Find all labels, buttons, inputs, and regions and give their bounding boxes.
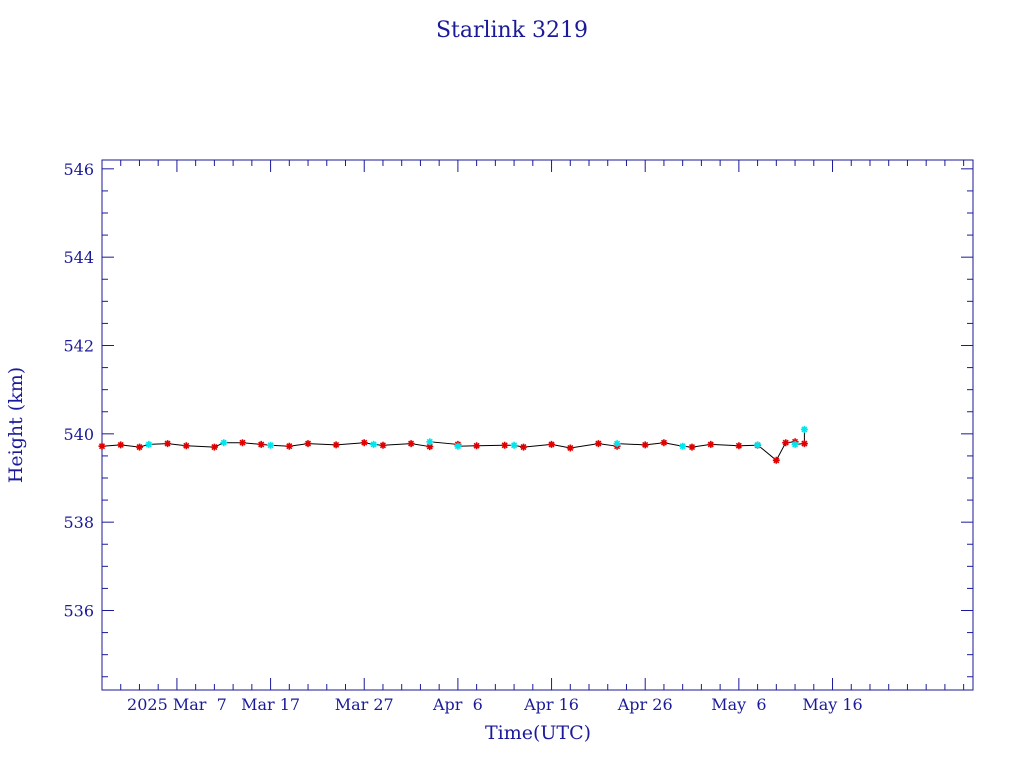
x-axis-ticks bbox=[101, 160, 965, 690]
red-star-point bbox=[164, 440, 172, 448]
plot-frame bbox=[101, 159, 974, 691]
red-star-point bbox=[360, 439, 368, 447]
red-star-point bbox=[210, 443, 218, 451]
red-star-point bbox=[735, 442, 743, 450]
cyan-star-point bbox=[613, 440, 621, 448]
x-axis-label: Time(UTC) bbox=[485, 722, 591, 744]
cyan-star-point bbox=[800, 425, 808, 433]
cyan-star-point bbox=[426, 438, 434, 446]
red-star-point bbox=[594, 440, 602, 448]
red-star-point bbox=[660, 439, 668, 447]
cyan-star-point bbox=[510, 441, 518, 449]
red-star-point bbox=[257, 440, 265, 448]
x-tick-label: Mar 17 bbox=[241, 695, 300, 714]
series-connector bbox=[101, 429, 805, 462]
y-tick-label: 544 bbox=[63, 248, 94, 267]
cyan-star-point bbox=[220, 439, 228, 447]
series-points bbox=[98, 425, 808, 464]
red-star-point bbox=[98, 442, 106, 450]
red-star-point bbox=[285, 442, 293, 450]
red-star-point bbox=[782, 439, 790, 447]
x-tick-label: Apr 6 bbox=[432, 695, 483, 714]
red-star-point bbox=[332, 441, 340, 449]
cyan-star-point bbox=[370, 440, 378, 448]
red-star-point bbox=[501, 441, 509, 449]
y-tick-label: 542 bbox=[63, 337, 94, 356]
y-axis-tick-labels: 536 538 540 542 544 546 bbox=[63, 160, 94, 621]
red-star-point bbox=[772, 456, 780, 464]
y-axis-label: Height (km) bbox=[5, 367, 27, 483]
x-tick-label: Apr 26 bbox=[617, 695, 673, 714]
y-tick-label: 546 bbox=[63, 160, 94, 179]
x-tick-label: May 16 bbox=[802, 695, 862, 714]
cyan-star-point bbox=[679, 442, 687, 450]
red-star-point bbox=[688, 443, 696, 451]
x-axis-tick-labels: 2025 Mar 7 Mar 17 Mar 27 Apr 6 Apr 16 Apr 26 M… bbox=[127, 695, 863, 714]
y-tick-label: 538 bbox=[63, 513, 94, 532]
cyan-star-point bbox=[267, 441, 275, 449]
x-tick-label: Mar 27 bbox=[335, 695, 394, 714]
red-star-point bbox=[520, 443, 527, 451]
red-star-point bbox=[426, 443, 434, 451]
chart-title: Starlink 3219 bbox=[436, 18, 588, 43]
cyan-star-point bbox=[454, 442, 462, 450]
y-axis-ticks bbox=[102, 168, 973, 678]
x-tick-label: Apr 16 bbox=[523, 695, 579, 714]
y-tick-label: 540 bbox=[63, 425, 94, 444]
red-star-point bbox=[566, 444, 574, 452]
red-star-point bbox=[379, 441, 387, 449]
red-star-point bbox=[800, 440, 808, 448]
red-star-point bbox=[473, 442, 481, 450]
cyan-star-point bbox=[791, 440, 799, 448]
red-star-point bbox=[136, 443, 143, 451]
red-star-point bbox=[641, 441, 649, 449]
red-star-point bbox=[707, 440, 715, 448]
x-tick-label: May 6 bbox=[711, 695, 766, 714]
red-star-point bbox=[407, 440, 415, 448]
red-star-point bbox=[182, 442, 190, 450]
red-star-point bbox=[304, 440, 312, 448]
x-tick-label: 2025 Mar 7 bbox=[127, 695, 227, 714]
cyan-star-point bbox=[754, 441, 762, 449]
cyan-star-point bbox=[145, 440, 153, 448]
red-star-point bbox=[239, 439, 246, 447]
series-line bbox=[101, 429, 805, 462]
red-star-point bbox=[117, 441, 125, 449]
y-tick-label: 536 bbox=[63, 602, 94, 621]
red-star-point bbox=[548, 440, 555, 448]
